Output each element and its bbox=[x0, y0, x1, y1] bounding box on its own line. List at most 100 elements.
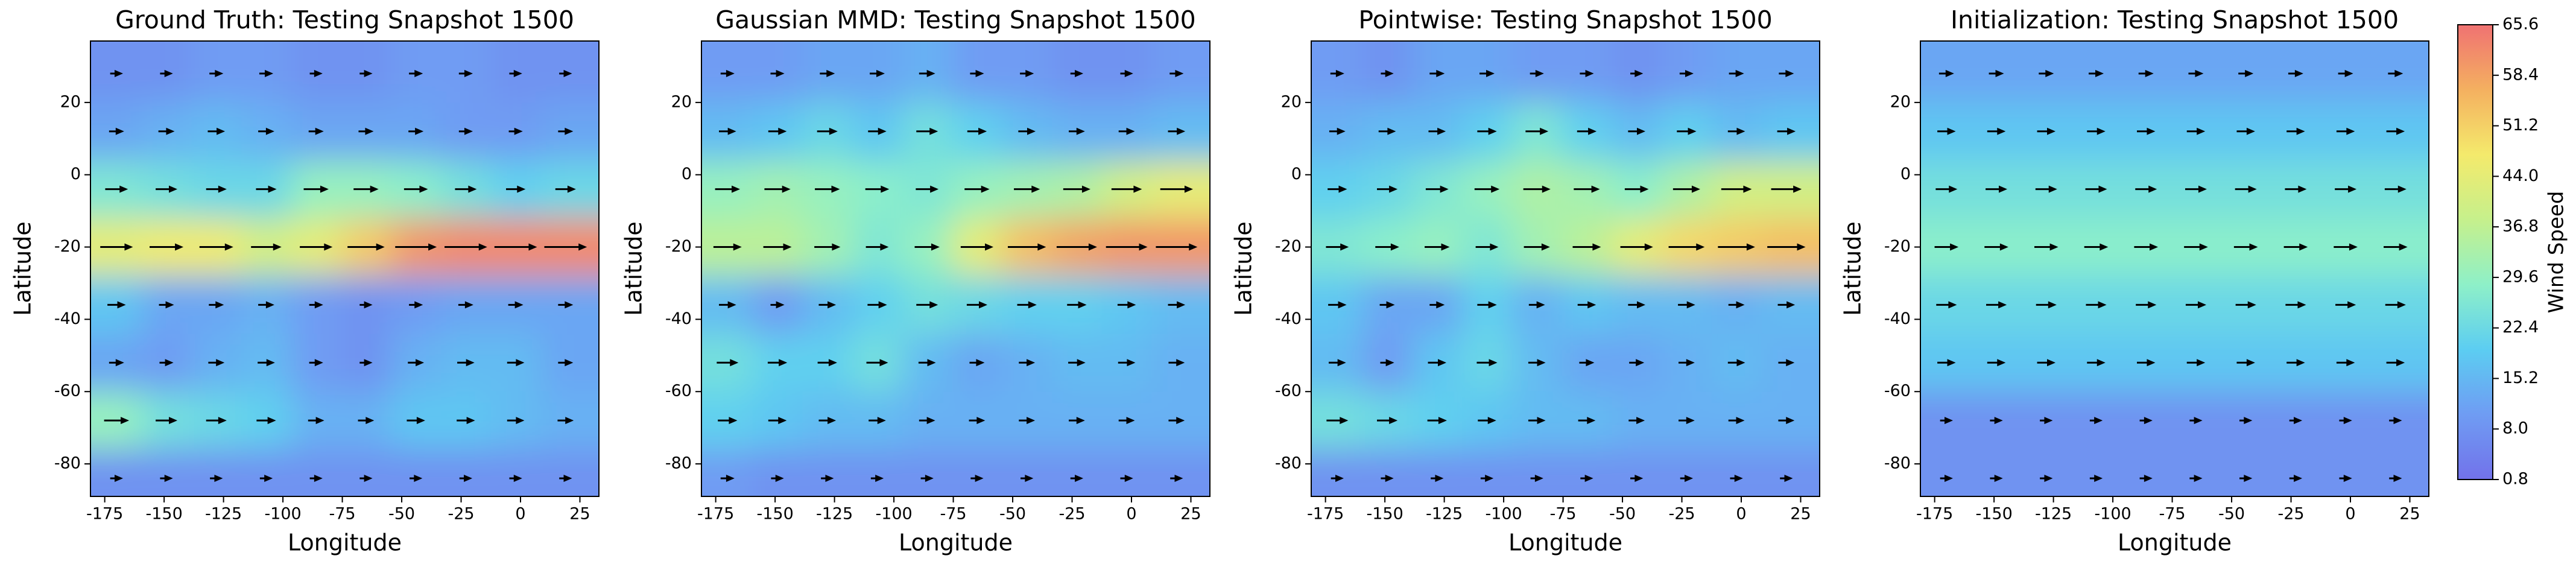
arrow-head bbox=[1337, 359, 1346, 367]
arrow-head bbox=[2047, 127, 2056, 135]
arrow bbox=[970, 69, 984, 77]
arrow-head bbox=[365, 127, 374, 135]
arrow bbox=[1120, 69, 1133, 77]
arrow-head bbox=[214, 475, 223, 483]
colorbar-tick-label: 65.6 bbox=[2502, 15, 2539, 34]
arrow bbox=[717, 359, 739, 367]
arrow bbox=[209, 301, 224, 309]
arrow-head bbox=[1786, 301, 1796, 309]
arrow-head bbox=[832, 243, 841, 251]
arrow bbox=[2084, 243, 2109, 251]
arrow-head bbox=[1688, 127, 1697, 135]
arrow bbox=[1479, 69, 1495, 77]
arrow bbox=[358, 127, 374, 135]
arrow-head bbox=[1534, 475, 1543, 483]
arrow bbox=[1524, 243, 1550, 251]
arrow-head bbox=[1685, 475, 1694, 483]
arrow-head bbox=[1999, 185, 2008, 193]
arrow-head bbox=[264, 475, 273, 483]
arrow-head bbox=[2296, 359, 2305, 367]
arrow bbox=[719, 301, 736, 309]
arrow-head bbox=[164, 69, 173, 77]
arrow bbox=[2035, 185, 2057, 193]
arrow bbox=[1376, 185, 1398, 193]
quiver bbox=[100, 69, 587, 483]
arrow-head bbox=[775, 475, 784, 483]
arrow-head bbox=[1537, 417, 1546, 425]
arrow bbox=[256, 185, 277, 193]
arrow bbox=[409, 301, 423, 309]
arrow-head bbox=[376, 243, 385, 251]
arrow bbox=[1106, 243, 1148, 251]
x-axis-label: Longitude bbox=[288, 530, 402, 556]
arrow-head bbox=[1175, 69, 1184, 77]
arrow bbox=[1329, 127, 1346, 135]
arrow-head bbox=[1389, 185, 1398, 193]
arrow-head bbox=[877, 417, 886, 425]
arrow bbox=[2087, 127, 2106, 135]
x-tick-label: -25 bbox=[448, 505, 474, 524]
arrow bbox=[150, 243, 184, 251]
arrow-head bbox=[1338, 185, 1347, 193]
arrow bbox=[1728, 417, 1745, 425]
arrow bbox=[768, 417, 787, 425]
arrow-head bbox=[2244, 475, 2253, 483]
arrow bbox=[919, 417, 935, 425]
arrow bbox=[1169, 69, 1184, 77]
arrow-head bbox=[1490, 243, 1499, 251]
arrow-head bbox=[729, 417, 738, 425]
arrow bbox=[1572, 243, 1601, 251]
heat-cell bbox=[1761, 41, 1820, 103]
y-axis-label: Latitude bbox=[621, 221, 647, 315]
arrow bbox=[308, 417, 324, 425]
heat-cell bbox=[852, 449, 903, 496]
arrow bbox=[1528, 417, 1546, 425]
y-tick-label: 20 bbox=[1281, 92, 1302, 111]
arrow-head bbox=[565, 417, 574, 425]
arrow bbox=[2036, 301, 2057, 309]
arrow-head bbox=[1736, 127, 1745, 135]
arrow bbox=[158, 127, 175, 135]
arrow-head bbox=[466, 417, 475, 425]
arrow-head bbox=[925, 475, 934, 483]
arrow-head bbox=[419, 185, 428, 193]
arrow bbox=[817, 359, 837, 367]
arrow bbox=[2236, 359, 2255, 367]
arrow-head bbox=[2144, 475, 2153, 483]
arrow bbox=[1329, 359, 1346, 367]
arrow-head bbox=[1994, 417, 2003, 425]
arrow bbox=[2386, 359, 2405, 367]
arrow-head bbox=[1385, 475, 1394, 483]
plot-area bbox=[90, 41, 599, 496]
arrow-head bbox=[2294, 69, 2303, 77]
heat-cell bbox=[1511, 449, 1563, 496]
arrow bbox=[1168, 301, 1186, 309]
arrow-head bbox=[513, 69, 522, 77]
arrow bbox=[1018, 127, 1036, 135]
arrow bbox=[1120, 475, 1133, 483]
arrow bbox=[2136, 359, 2156, 367]
arrow bbox=[1530, 475, 1543, 483]
arrow-head bbox=[464, 301, 473, 309]
arrow bbox=[2136, 127, 2156, 135]
arrow bbox=[768, 127, 787, 135]
arrow bbox=[544, 243, 587, 251]
arrow-head bbox=[1537, 359, 1546, 367]
x-tick-label: -75 bbox=[329, 505, 356, 524]
arrow bbox=[206, 185, 227, 193]
heat-cell bbox=[90, 449, 142, 496]
heat-cell bbox=[1462, 449, 1513, 496]
arrow bbox=[1578, 417, 1596, 425]
arrow-head bbox=[2147, 127, 2156, 135]
arrow-head bbox=[2396, 359, 2405, 367]
arrow-head bbox=[2393, 417, 2402, 425]
arrow bbox=[1629, 359, 1645, 367]
arrow-head bbox=[931, 243, 940, 251]
arrow bbox=[2034, 243, 2059, 251]
arrow-head bbox=[1535, 69, 1544, 77]
arrow bbox=[1523, 185, 1551, 193]
arrow-head bbox=[1081, 185, 1090, 193]
plot-area bbox=[1920, 41, 2429, 496]
arrow bbox=[960, 243, 994, 251]
arrow-head bbox=[1636, 301, 1645, 309]
